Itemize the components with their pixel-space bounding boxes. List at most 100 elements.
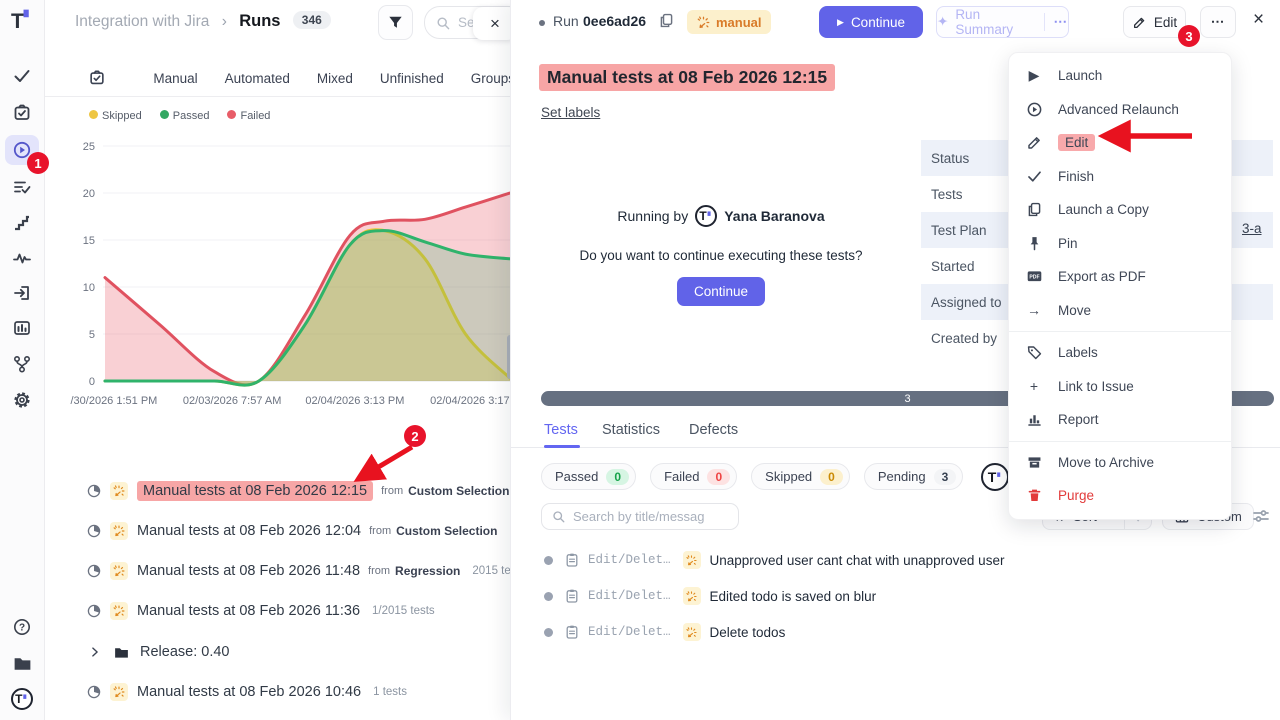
copy-run-id-icon[interactable] bbox=[658, 12, 675, 30]
playcircle-icon bbox=[1025, 101, 1043, 118]
more-actions-button[interactable]: ⋯ bbox=[1200, 6, 1236, 38]
search-clear-button[interactable]: × bbox=[473, 7, 517, 40]
menu-item-link-to-issue[interactable]: + Link to Issue bbox=[1009, 370, 1231, 404]
run-title[interactable]: Manual tests at 08 Feb 2026 12:15 bbox=[137, 481, 374, 501]
chip-passed[interactable]: Passed 0 bbox=[541, 463, 637, 490]
chip-pending[interactable]: Pending 3 bbox=[863, 463, 964, 490]
test-status-dot-icon bbox=[544, 591, 553, 601]
button-divider bbox=[1043, 13, 1045, 31]
menu-item-move[interactable]: → Move bbox=[1027, 302, 1092, 319]
edit-button[interactable]: Edit bbox=[1123, 6, 1186, 38]
assignee-avatar[interactable]: T ▘ bbox=[981, 463, 1010, 491]
tab-defects[interactable]: Defects bbox=[689, 422, 739, 438]
trash-icon bbox=[1025, 487, 1043, 504]
sidebar-item-pulse-icon[interactable] bbox=[5, 243, 39, 273]
sidebar-item-suites-icon[interactable] bbox=[5, 98, 39, 128]
tab-unfinished[interactable]: Unfinished bbox=[379, 70, 444, 86]
test-row[interactable]: Edit/Delet… Delete todos bbox=[511, 618, 785, 646]
drawer-header: Run 0ee6ad26 manual ▶ Continue ✦ Run Sum… bbox=[511, 0, 1280, 47]
sidebar-item-settings-icon[interactable] bbox=[5, 385, 39, 415]
tab-mixed[interactable]: Mixed bbox=[316, 70, 353, 86]
run-title[interactable]: Manual tests at 08 Feb 2026 10:46 bbox=[137, 684, 362, 700]
chevron-right-icon[interactable] bbox=[88, 645, 102, 659]
app-logo[interactable]: T▘ bbox=[11, 10, 34, 33]
run-source: Custom Selection bbox=[396, 524, 498, 538]
menu-item-move-to-archive[interactable]: Move to Archive bbox=[1009, 446, 1231, 480]
sidebar-item-milestones-icon[interactable] bbox=[5, 208, 39, 238]
continue-button[interactable]: ▶ Continue bbox=[819, 6, 923, 38]
menu-item-edit[interactable]: Edit bbox=[1009, 126, 1231, 160]
test-title[interactable]: Delete todos bbox=[709, 624, 786, 640]
test-title[interactable]: Edited todo is saved on blur bbox=[709, 588, 877, 604]
left-rail: T▘ T ▘ bbox=[0, 0, 45, 720]
set-labels-link[interactable]: Set labels bbox=[541, 105, 601, 120]
sidebar-item-branches-icon[interactable] bbox=[5, 349, 39, 379]
run-row[interactable]: Manual tests at 08 Feb 2026 11:48 from Reg… bbox=[45, 558, 525, 584]
run-row[interactable]: Manual tests at 08 Feb 2026 12:04 from Cus… bbox=[45, 518, 497, 544]
chip-skipped[interactable]: Skipped 0 bbox=[751, 463, 850, 490]
tests-search-input[interactable]: Search by title/messag bbox=[541, 503, 739, 530]
status-filter-chips: Passed 0 Failed 0 Skipped 0 Pending 3 T ▘ bbox=[541, 463, 1010, 491]
run-summary-button[interactable]: ✦ Run Summary ⋯ bbox=[936, 6, 1069, 38]
menu-item-report[interactable]: Report bbox=[1009, 403, 1231, 437]
run-summary-more-icon[interactable]: ⋯ bbox=[1053, 14, 1068, 29]
test-row[interactable]: Edit/Delet… Edited todo is saved on blur bbox=[511, 582, 876, 610]
test-suite-label: Edit/Delet… bbox=[588, 589, 671, 603]
select-runs-icon[interactable] bbox=[88, 69, 106, 87]
sidebar-item-results-icon[interactable] bbox=[5, 61, 39, 91]
test-row[interactable]: Edit/Delet… Unapproved user cant chat wit… bbox=[511, 546, 1004, 574]
run-test-count: 1 tests bbox=[373, 686, 407, 698]
account-avatar[interactable]: T ▘ bbox=[5, 684, 39, 714]
chip-failed[interactable]: Failed 0 bbox=[650, 463, 738, 490]
breadcrumb-project[interactable]: Integration with Jira bbox=[75, 13, 210, 30]
projects-folder-icon[interactable] bbox=[5, 648, 39, 678]
breadcrumb-separator: › bbox=[221, 13, 227, 30]
menu-item-purge[interactable]: Purge bbox=[1009, 479, 1231, 513]
progress-count: 3 bbox=[904, 392, 911, 405]
tab-manual[interactable]: Manual bbox=[153, 70, 198, 86]
menu-item-launch-a-copy[interactable]: Launch a Copy bbox=[1009, 193, 1231, 227]
test-status-dot-icon bbox=[544, 627, 553, 637]
running-spark-icon bbox=[682, 551, 701, 569]
menu-item-pin[interactable]: Pin bbox=[1009, 227, 1231, 261]
sidebar-item-import-icon[interactable] bbox=[5, 278, 39, 308]
run-title[interactable]: Manual tests at 08 Feb 2026 11:36 bbox=[137, 603, 361, 619]
test-status-dot-icon bbox=[544, 555, 553, 565]
continue-run-button[interactable]: Continue bbox=[677, 277, 765, 306]
tab-statistics[interactable]: Statistics bbox=[602, 422, 661, 438]
test-suite-label: Edit/Delet… bbox=[588, 553, 671, 567]
running-by-row: Running by T ▘ Yana Baranova bbox=[541, 205, 901, 227]
svg-text:02/03/2026 7:57 AM: 02/03/2026 7:57 AM bbox=[183, 395, 281, 407]
run-group-row[interactable]: Release: 0.40 bbox=[45, 639, 229, 665]
test-plan-link[interactable]: 3-a bbox=[1242, 221, 1262, 236]
drawer-close-button[interactable]: × bbox=[1253, 9, 1265, 30]
run-title[interactable]: Manual tests at 08 Feb 2026 11:48 bbox=[137, 563, 361, 579]
run-title[interactable]: Manual tests at 08 Feb 2026 12:04 bbox=[137, 523, 362, 539]
view-settings-icon[interactable] bbox=[1251, 506, 1271, 526]
folder-icon bbox=[113, 644, 130, 661]
menu-item-advanced-relaunch[interactable]: Advanced Relaunch bbox=[1009, 93, 1231, 127]
test-title[interactable]: Unapproved user cant chat with unapprove… bbox=[709, 552, 1005, 568]
svg-text:5: 5 bbox=[89, 329, 95, 341]
clipboard-icon bbox=[564, 623, 580, 641]
menu-item-launch[interactable]: ▶ Launch bbox=[1009, 59, 1231, 93]
run-row[interactable]: Manual tests at 08 Feb 2026 11:36 1/2015 … bbox=[45, 598, 435, 624]
pdf-icon bbox=[1025, 268, 1043, 285]
run-state-icon bbox=[86, 603, 102, 619]
sidebar-item-analytics-icon[interactable] bbox=[5, 313, 39, 343]
manual-badge: manual bbox=[687, 10, 771, 34]
tab-automated[interactable]: Automated bbox=[224, 70, 290, 86]
tab-groups[interactable]: Groups bbox=[470, 70, 515, 86]
menu-item-labels[interactable]: Labels bbox=[1009, 336, 1231, 370]
tab-tests[interactable]: Tests bbox=[544, 422, 578, 438]
run-row[interactable]: Manual tests at 08 Feb 2026 12:15 from Cus… bbox=[45, 478, 584, 504]
close-icon: × bbox=[490, 13, 500, 33]
chart-legend: Skipped Passed Failed bbox=[89, 110, 270, 122]
tag-icon bbox=[1025, 344, 1043, 361]
filter-button[interactable] bbox=[378, 5, 413, 40]
help-icon[interactable] bbox=[5, 612, 39, 642]
menu-item-export-as-pdf[interactable]: Export as PDF bbox=[1009, 260, 1231, 294]
menu-item-finish[interactable]: Finish bbox=[1009, 160, 1231, 194]
run-row[interactable]: Manual tests at 08 Feb 2026 10:46 1 tests bbox=[45, 679, 407, 705]
sidebar-item-plans-icon[interactable] bbox=[5, 172, 39, 202]
